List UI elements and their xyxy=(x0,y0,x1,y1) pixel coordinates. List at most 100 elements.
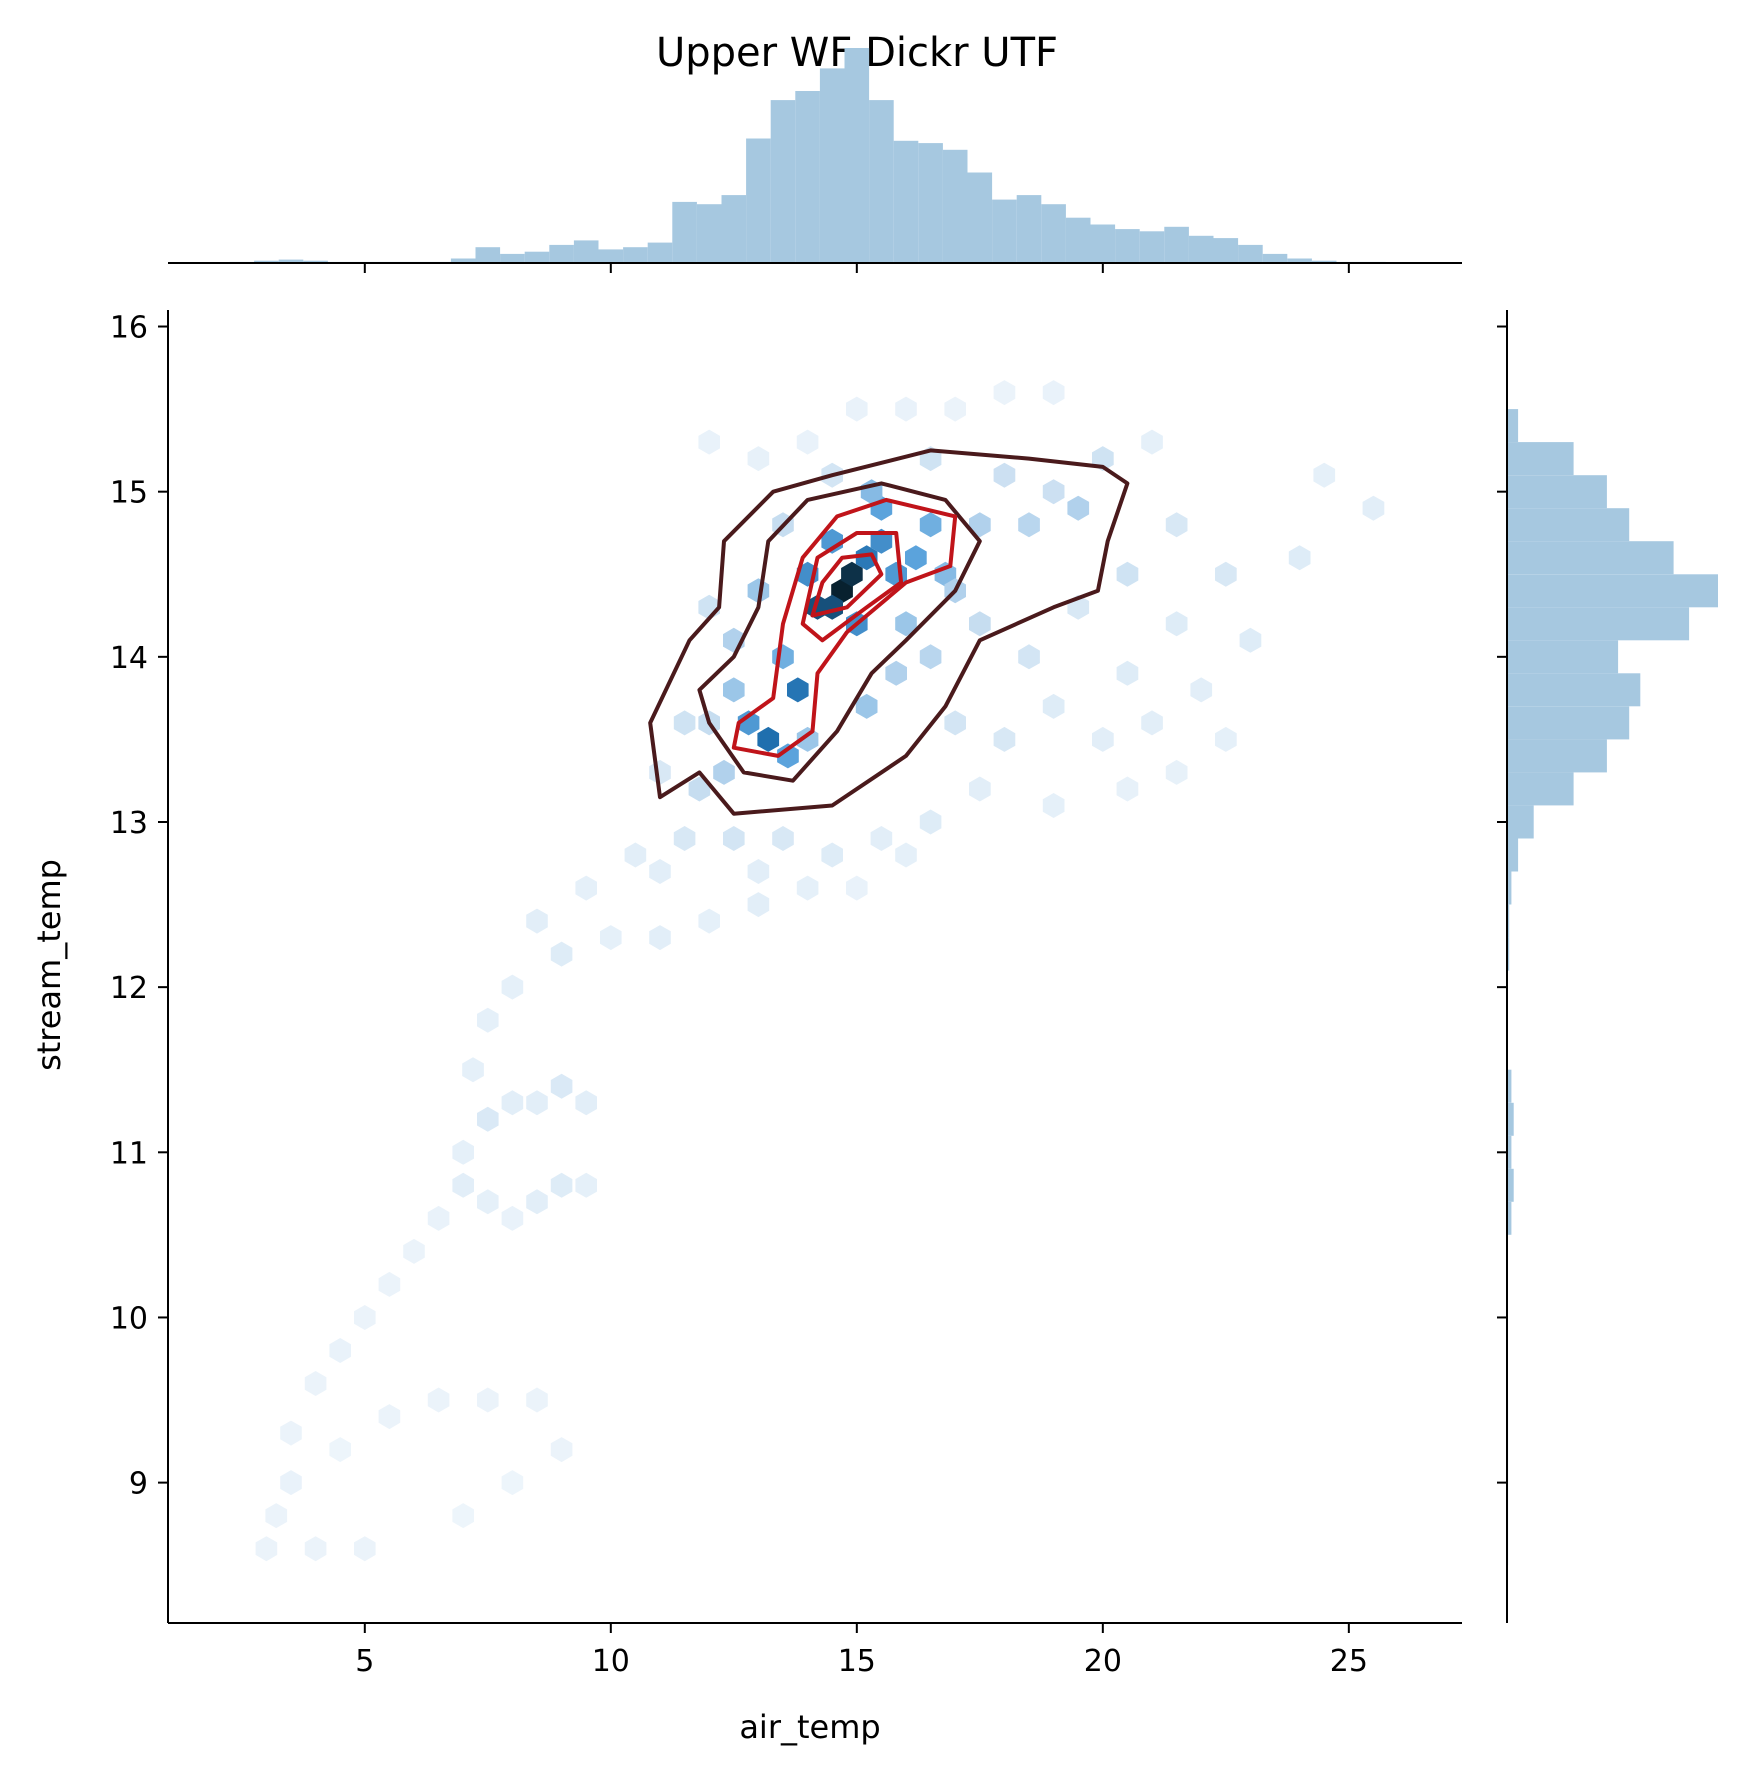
marginal-y-bar xyxy=(1507,1168,1514,1202)
hexbin-cell xyxy=(737,710,760,736)
hexbin-cell xyxy=(1092,726,1114,752)
marginal-x-bar xyxy=(1065,217,1091,263)
marginal-x-bar xyxy=(450,258,476,263)
marginal-x-bar xyxy=(1090,224,1116,263)
marginal-x-bar xyxy=(1188,235,1214,263)
y-tick-label: 15 xyxy=(110,476,148,511)
hexbin-cell xyxy=(993,462,1016,488)
hexbin-cell xyxy=(688,776,711,802)
x-tick-label: 5 xyxy=(355,1644,374,1679)
hexbin-cell xyxy=(747,446,770,472)
marginal-x-bar xyxy=(746,138,771,263)
hexbin-cell xyxy=(624,842,647,868)
hexbin-cell xyxy=(969,611,991,637)
marginal-y-bar xyxy=(1507,805,1534,839)
hexbin-cell xyxy=(477,1387,499,1413)
marginal-x-bar xyxy=(967,172,993,263)
hexbin-cell xyxy=(796,875,819,901)
y-tick-label: 12 xyxy=(110,971,148,1006)
kde-contour xyxy=(697,481,982,783)
hexbin-cell xyxy=(354,1536,376,1562)
hexbin-cell xyxy=(1141,429,1163,455)
kde-contour xyxy=(648,448,1130,816)
x-tick-label: 15 xyxy=(838,1644,876,1679)
marginal-x-bar xyxy=(549,244,574,263)
hexbin-cell xyxy=(526,908,548,934)
hexbin-cell xyxy=(477,1189,499,1215)
marginal-x-bar xyxy=(795,91,820,263)
hexbin-cell xyxy=(993,380,1016,406)
hexbin-cell xyxy=(427,1387,450,1413)
hexbin-cell xyxy=(777,743,799,769)
marginal-x-bar xyxy=(992,199,1017,263)
marginal-y-bar xyxy=(1507,541,1674,575)
marginal-y-histogram xyxy=(1497,310,1718,1623)
hexbin-cell xyxy=(919,644,942,670)
hexbin-cell xyxy=(895,396,917,422)
hexbin-cell xyxy=(427,1205,450,1231)
hexbin-cell xyxy=(501,1470,524,1496)
marginal-y-bar xyxy=(1507,1069,1512,1103)
hexbin-cell xyxy=(855,545,878,571)
hexbin-cell xyxy=(378,1271,401,1297)
marginal-y-bar xyxy=(1507,937,1510,971)
hexbin-cell xyxy=(831,578,853,604)
marginal-y-bar xyxy=(1507,904,1510,938)
marginal-x-bar xyxy=(1311,260,1337,263)
hexbin-cell xyxy=(944,710,966,736)
hexbin-cell xyxy=(526,1189,548,1215)
y-tick-label: 14 xyxy=(110,641,148,676)
hexbin-cell xyxy=(757,726,780,752)
marginal-x-bar xyxy=(1287,258,1312,263)
hexbin-cell xyxy=(821,528,843,554)
marginal-x-bar xyxy=(1238,244,1263,263)
hexbin-cell xyxy=(1018,644,1040,670)
hexbin-cell xyxy=(255,1536,278,1562)
marginal-x-bar xyxy=(672,201,697,263)
marginal-x-bar xyxy=(1139,231,1165,263)
hexbin-cell xyxy=(747,892,770,918)
hexbin-cell xyxy=(526,1090,548,1116)
marginal-x-bar xyxy=(1016,195,1042,263)
hexbin-cell xyxy=(723,826,745,851)
marginal-x-bar xyxy=(1164,226,1189,263)
hexbin-cell xyxy=(919,512,942,538)
marginal-x-bar xyxy=(1262,253,1288,263)
hexbin-cell xyxy=(870,826,893,851)
marginal-y-bar xyxy=(1507,706,1630,740)
marginal-x-bar xyxy=(598,249,624,263)
marginal-x-bar xyxy=(721,195,747,263)
marginal-x-bar xyxy=(1213,238,1239,263)
hexbin-cell xyxy=(329,1338,351,1363)
hexbin-layer xyxy=(255,380,1385,1562)
y-tick-label: 16 xyxy=(110,311,148,346)
kde-contour xyxy=(810,552,884,618)
marginal-x-bar xyxy=(942,149,968,263)
hexbin-cell xyxy=(452,1139,474,1165)
marginal-x-bar xyxy=(844,48,870,263)
hexbin-cell xyxy=(905,545,927,571)
hexbin-cell xyxy=(649,759,671,785)
hexbin-cell xyxy=(452,1172,474,1198)
kde-contour xyxy=(800,531,904,643)
marginal-x-bar xyxy=(278,259,304,263)
marginal-x-bar xyxy=(623,247,648,263)
hexbin-cell xyxy=(1215,726,1237,752)
hexbin-cell xyxy=(1116,561,1139,587)
marginal-x-bar xyxy=(573,240,599,263)
marginal-y-bar xyxy=(1507,409,1519,443)
hexbin-cell xyxy=(787,677,809,703)
hexbin-cell xyxy=(1141,710,1163,736)
hexbin-cell xyxy=(280,1420,302,1446)
hexbin-cell xyxy=(1116,776,1139,802)
hexbin-cell xyxy=(713,759,735,785)
hexbin-cell xyxy=(1215,561,1237,587)
hexbin-cell xyxy=(304,1536,327,1562)
hexbin-cell xyxy=(895,842,917,868)
marginal-y-bar xyxy=(1507,871,1512,905)
marginal-x-bar xyxy=(647,242,673,263)
marginal-x-bar xyxy=(524,251,550,263)
hexbin-cell xyxy=(403,1238,425,1264)
hexbin-cell xyxy=(477,1106,499,1132)
hexbin-cell xyxy=(462,1057,484,1083)
